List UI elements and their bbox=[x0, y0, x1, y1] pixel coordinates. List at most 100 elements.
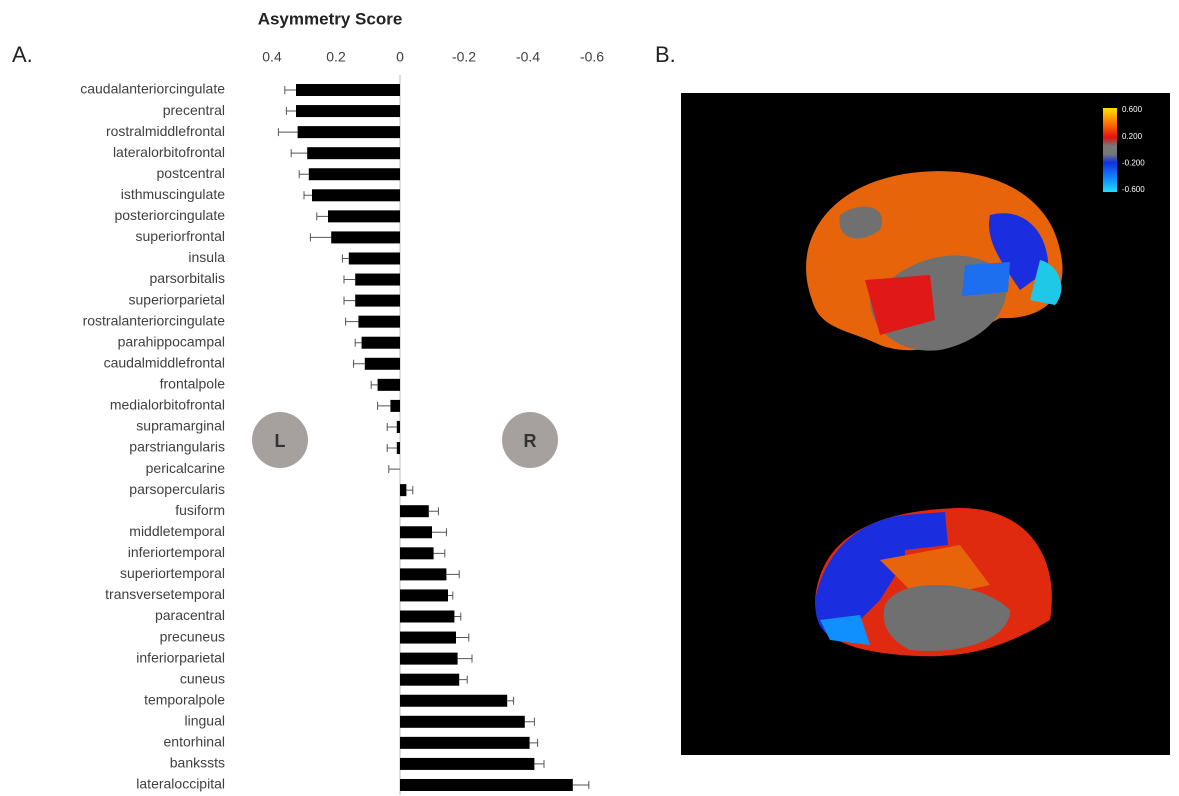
x-tick-label: -0.6 bbox=[580, 49, 604, 65]
colorbar-label: -0.600 bbox=[1122, 185, 1145, 194]
side-badge bbox=[252, 412, 308, 468]
y-tick-label: cuneus bbox=[180, 670, 225, 686]
error-bar bbox=[285, 107, 296, 116]
error-bar bbox=[341, 254, 349, 263]
bar bbox=[358, 315, 400, 328]
bar bbox=[297, 126, 400, 139]
error-bar bbox=[534, 759, 545, 768]
bar bbox=[296, 84, 400, 96]
bar bbox=[296, 105, 400, 118]
error-bar bbox=[457, 654, 473, 663]
error-bar bbox=[316, 212, 328, 221]
bar bbox=[331, 231, 400, 244]
error-bar bbox=[386, 422, 397, 431]
y-tick-label: pericalcarine bbox=[146, 460, 226, 476]
error-bar bbox=[309, 233, 332, 242]
colorbar-label: -0.200 bbox=[1122, 158, 1145, 167]
error-bar bbox=[277, 128, 298, 137]
error-bar bbox=[433, 549, 446, 558]
error-bar bbox=[354, 338, 362, 347]
bar bbox=[364, 357, 400, 370]
panel-label: A. bbox=[12, 42, 33, 67]
bar bbox=[400, 715, 525, 728]
y-tick-label: postcentral bbox=[157, 165, 225, 181]
bar bbox=[400, 631, 456, 644]
error-bar bbox=[343, 296, 356, 305]
y-tick-label: insula bbox=[188, 249, 225, 265]
y-tick-label: parahippocampal bbox=[118, 333, 225, 349]
x-tick-label: -0.2 bbox=[452, 49, 476, 65]
error-bar bbox=[446, 570, 460, 579]
x-tick-label: 0 bbox=[396, 49, 404, 65]
y-tick-label: temporalpole bbox=[144, 691, 225, 707]
y-tick-label: lingual bbox=[185, 713, 225, 729]
bar bbox=[328, 210, 400, 223]
y-tick-label: transversetemporal bbox=[105, 586, 225, 602]
bar bbox=[308, 168, 400, 181]
bar bbox=[348, 252, 400, 265]
error-bar bbox=[406, 486, 414, 495]
y-tick-label: caudalanteriorcingulate bbox=[80, 81, 225, 97]
y-tick-label: frontalpole bbox=[160, 376, 226, 392]
bar bbox=[400, 757, 535, 770]
chart-title: Asymmetry Score bbox=[258, 9, 403, 28]
panel-label: B. bbox=[655, 42, 676, 67]
colorbar-label: 0.200 bbox=[1122, 132, 1143, 141]
side-label: R bbox=[524, 431, 537, 451]
error-bar bbox=[290, 149, 308, 158]
y-tick-label: bankssts bbox=[170, 755, 225, 771]
bar bbox=[400, 736, 530, 749]
error-bar bbox=[345, 317, 359, 326]
error-bar bbox=[386, 444, 397, 453]
error-bar bbox=[353, 359, 365, 368]
y-tick-label: lateraloccipital bbox=[136, 776, 225, 792]
bar bbox=[355, 294, 400, 307]
bar bbox=[400, 610, 455, 623]
x-tick-label: 0.2 bbox=[326, 49, 346, 65]
error-bar bbox=[284, 86, 296, 94]
error-bar bbox=[507, 696, 515, 705]
bar bbox=[400, 694, 508, 707]
error-bar bbox=[448, 591, 454, 600]
y-tick-label: rostralanteriorcingulate bbox=[83, 312, 226, 328]
bar bbox=[361, 336, 400, 349]
error-bar bbox=[524, 717, 535, 726]
y-tick-label: lateralorbitofrontal bbox=[113, 144, 225, 160]
error-bar bbox=[428, 507, 439, 516]
y-tick-label: superiortemporal bbox=[120, 565, 225, 581]
bar bbox=[390, 399, 400, 412]
colorbar-label: 0.600 bbox=[1122, 105, 1143, 114]
bar bbox=[400, 484, 407, 497]
bar bbox=[400, 589, 448, 602]
brain-lateral bbox=[806, 171, 1063, 351]
error-bar bbox=[343, 275, 356, 284]
error-bar bbox=[456, 633, 470, 642]
bar bbox=[400, 568, 447, 581]
error-bar bbox=[432, 528, 447, 537]
y-tick-label: parstriangularis bbox=[129, 439, 225, 455]
y-tick-label: superiorfrontal bbox=[136, 228, 226, 244]
y-tick-label: middletemporal bbox=[129, 523, 225, 539]
bar bbox=[400, 547, 434, 560]
side-label: L bbox=[275, 431, 286, 451]
bar bbox=[396, 442, 400, 455]
y-tick-label: parsopercularis bbox=[129, 481, 225, 497]
x-tick-label: 0.4 bbox=[262, 49, 282, 65]
y-tick-label: rostralmiddlefrontal bbox=[106, 123, 225, 139]
y-tick-label: parsorbitalis bbox=[150, 270, 225, 286]
y-tick-label: isthmuscingulate bbox=[121, 186, 225, 202]
bar bbox=[400, 778, 573, 791]
y-tick-label: precuneus bbox=[160, 628, 225, 644]
bar bbox=[312, 189, 400, 202]
error-bar bbox=[370, 380, 378, 389]
x-tick-label: -0.4 bbox=[516, 49, 540, 65]
error-bar bbox=[303, 191, 312, 200]
error-bar bbox=[298, 170, 309, 179]
y-tick-label: posteriorcingulate bbox=[114, 207, 225, 223]
y-tick-label: superiorparietal bbox=[129, 291, 226, 307]
error-bar bbox=[529, 738, 539, 747]
error-bar bbox=[454, 612, 462, 621]
bar bbox=[355, 273, 400, 286]
bar bbox=[400, 526, 432, 539]
